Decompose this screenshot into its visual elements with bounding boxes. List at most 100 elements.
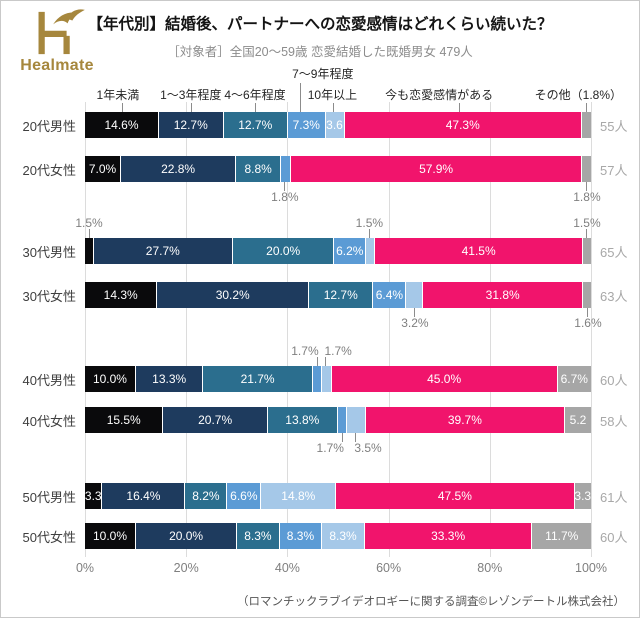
segment-value-label: 15.5% xyxy=(106,413,141,427)
stacked-bar: 7.0% 22.8% 8.8% 57.9% 1.8% 1.8% xyxy=(85,156,601,204)
bar-segment-oth xyxy=(582,282,592,308)
table-row: 20代男性 14.6% 12.7% 12.7% 7.3% 3.6 47.3% 55人 xyxy=(1,112,639,138)
bar-segment-y79: 6.2% xyxy=(333,238,366,264)
callout-value-label: 1.7% xyxy=(324,344,352,358)
bar-segment-y10: 8.3% xyxy=(321,523,364,549)
legend-tick xyxy=(255,103,257,112)
segment-value-label: 3.6 xyxy=(326,118,343,132)
bar-segment-oth xyxy=(581,156,592,182)
bar-segment-y13: 20.0% xyxy=(135,523,237,549)
callout-value-label: 1.6% xyxy=(574,316,602,330)
callout-tick xyxy=(368,229,370,238)
bar-segment-now: 57.9% xyxy=(290,156,581,182)
callout-tick xyxy=(88,229,90,238)
row-label: 40代女性 xyxy=(22,413,76,429)
segment-value-label: 20.7% xyxy=(198,413,233,427)
segment-value-label: 3.3 xyxy=(85,489,102,503)
bar-segment-y79 xyxy=(311,366,322,392)
bar-segment-y46: 8.3% xyxy=(236,523,279,549)
axis-tick-label: 100% xyxy=(575,561,607,575)
legend-label-y79: 7～9年程度 xyxy=(292,67,354,81)
segment-value-label: 22.8% xyxy=(161,162,196,176)
segment-value-label: 31.8% xyxy=(485,288,520,302)
callout-value-label: 3.5% xyxy=(354,441,382,455)
bar-segment-y46: 12.7% xyxy=(222,112,287,138)
table-row: 30代女性 14.3% 30.2% 12.7% 6.4% 31.8% 3.2% 1.6% 63人 xyxy=(1,282,639,330)
callout-tick xyxy=(316,357,318,366)
callout-tick xyxy=(284,182,286,191)
count-label: 57人 xyxy=(600,162,628,178)
segment-value-label: 12.7% xyxy=(323,288,358,302)
bar-segment-y10: 3.6 xyxy=(324,112,344,138)
x-axis: 0% 20% 40% 60% 80% 100% xyxy=(76,561,607,577)
callout-tick xyxy=(325,357,327,366)
segment-value-label: 7.0% xyxy=(88,162,117,176)
segment-value-label: 14.8% xyxy=(281,489,316,503)
segment-value-label: 12.7% xyxy=(238,118,273,132)
bar-segment-y79: 6.4% xyxy=(372,282,406,308)
bar-segment-y46: 20.0% xyxy=(232,238,334,264)
stacked-bar: 27.7% 20.0% 6.2% 41.5% 1.5% 1.5% 1.5% xyxy=(75,216,601,264)
segment-value-label: 6.7% xyxy=(560,372,588,386)
count-label: 65人 xyxy=(600,244,628,260)
row-label: 50代男性 xyxy=(22,489,76,505)
legend-tick xyxy=(459,103,461,112)
count-label: 63人 xyxy=(600,288,628,304)
bar-segment-y13: 16.4% xyxy=(101,483,185,509)
bar-segment-lt1: 3.3 xyxy=(85,483,102,509)
segment-value-label: 21.7% xyxy=(240,372,275,386)
gridline xyxy=(186,102,188,557)
legend-label-y10: 10年以上 xyxy=(307,88,358,102)
bar-segment-y13: 20.7% xyxy=(162,407,267,433)
table-row: 20代女性 7.0% 22.8% 8.8% 57.9% 1.8% 1.8% 57人 xyxy=(1,156,639,204)
legend-label-oth: その他（1.8%） xyxy=(534,88,623,102)
healmate-logo: Healmate xyxy=(11,8,103,75)
segment-value-label: 47.3% xyxy=(445,118,480,132)
segment-value-label: 10.0% xyxy=(92,372,127,386)
bar-segment-now: 39.7% xyxy=(364,407,565,433)
page-title: 【年代別】結婚後、パートナーへの恋愛感情はどれくらい続いた？ xyxy=(87,16,553,33)
bar-segment-y10 xyxy=(365,238,374,264)
axis-tick-label: 20% xyxy=(173,561,199,575)
bar-segment-y46: 13.8% xyxy=(266,407,337,433)
page-subtitle: ［対象者］全国20～59歳 恋愛結婚した既婚男女 479人 xyxy=(167,45,473,59)
callout-tick xyxy=(414,308,416,317)
axis-tick-label: 0% xyxy=(75,561,95,575)
axis-tick-label: 60% xyxy=(376,561,402,575)
callout-tick xyxy=(342,433,344,442)
bar-segment-y46: 21.7% xyxy=(202,366,312,392)
gridline xyxy=(287,102,289,557)
bar-segment-now: 31.8% xyxy=(422,282,583,308)
segment-value-label: 5.2 xyxy=(569,413,587,427)
bar-segment-oth xyxy=(581,112,591,138)
segment-value-label: 27.7% xyxy=(145,244,180,258)
count-label: 55人 xyxy=(600,118,628,134)
callout-value-label: 1.8% xyxy=(271,190,299,204)
bar-segment-oth: 5.2 xyxy=(564,407,591,433)
bar-segment-oth: 11.7% xyxy=(531,523,592,549)
plot-area: 20代男性 14.6% 12.7% 12.7% 7.3% 3.6 47.3% 55人 20代女性… xyxy=(1,102,639,557)
segment-value-label: 57.9% xyxy=(419,162,454,176)
bar-segment-y13: 22.8% xyxy=(120,156,236,182)
segment-value-label: 47.5% xyxy=(437,489,472,503)
plot-rows: 20代男性 14.6% 12.7% 12.7% 7.3% 3.6 47.3% 55人 20代女性… xyxy=(1,112,639,549)
gridline xyxy=(591,102,592,557)
healmate-chair-bird-icon xyxy=(38,9,85,55)
bar-segment-now: 47.3% xyxy=(343,112,581,138)
bar-segment-y10: 14.8% xyxy=(260,483,336,509)
segment-value-label: 30.2% xyxy=(215,288,250,302)
bar-segment-y46: 12.7% xyxy=(308,282,373,308)
segment-value-label: 14.6% xyxy=(104,118,139,132)
bar-segment-lt1: 14.3% xyxy=(85,282,157,308)
segment-value-label: 20.0% xyxy=(169,529,204,543)
bar-segment-now: 33.3% xyxy=(363,523,532,549)
bar-segment-lt1: 15.5% xyxy=(85,407,163,433)
stacked-bar: 15.5% 20.7% 13.8% 39.7% 5.2 1.7% 3.5% xyxy=(85,407,591,455)
callout-tick xyxy=(586,182,588,191)
callout-value-label: 1.7% xyxy=(291,344,319,358)
row-label: 20代女性 xyxy=(22,162,76,178)
bar-segment-y46: 8.2% xyxy=(184,483,227,509)
table-row: 40代男性 10.0% 13.3% 21.7% 45.0% 6.7% 1.7% 1.7% 60人 xyxy=(1,344,639,392)
segment-value-label: 41.5% xyxy=(461,244,496,258)
